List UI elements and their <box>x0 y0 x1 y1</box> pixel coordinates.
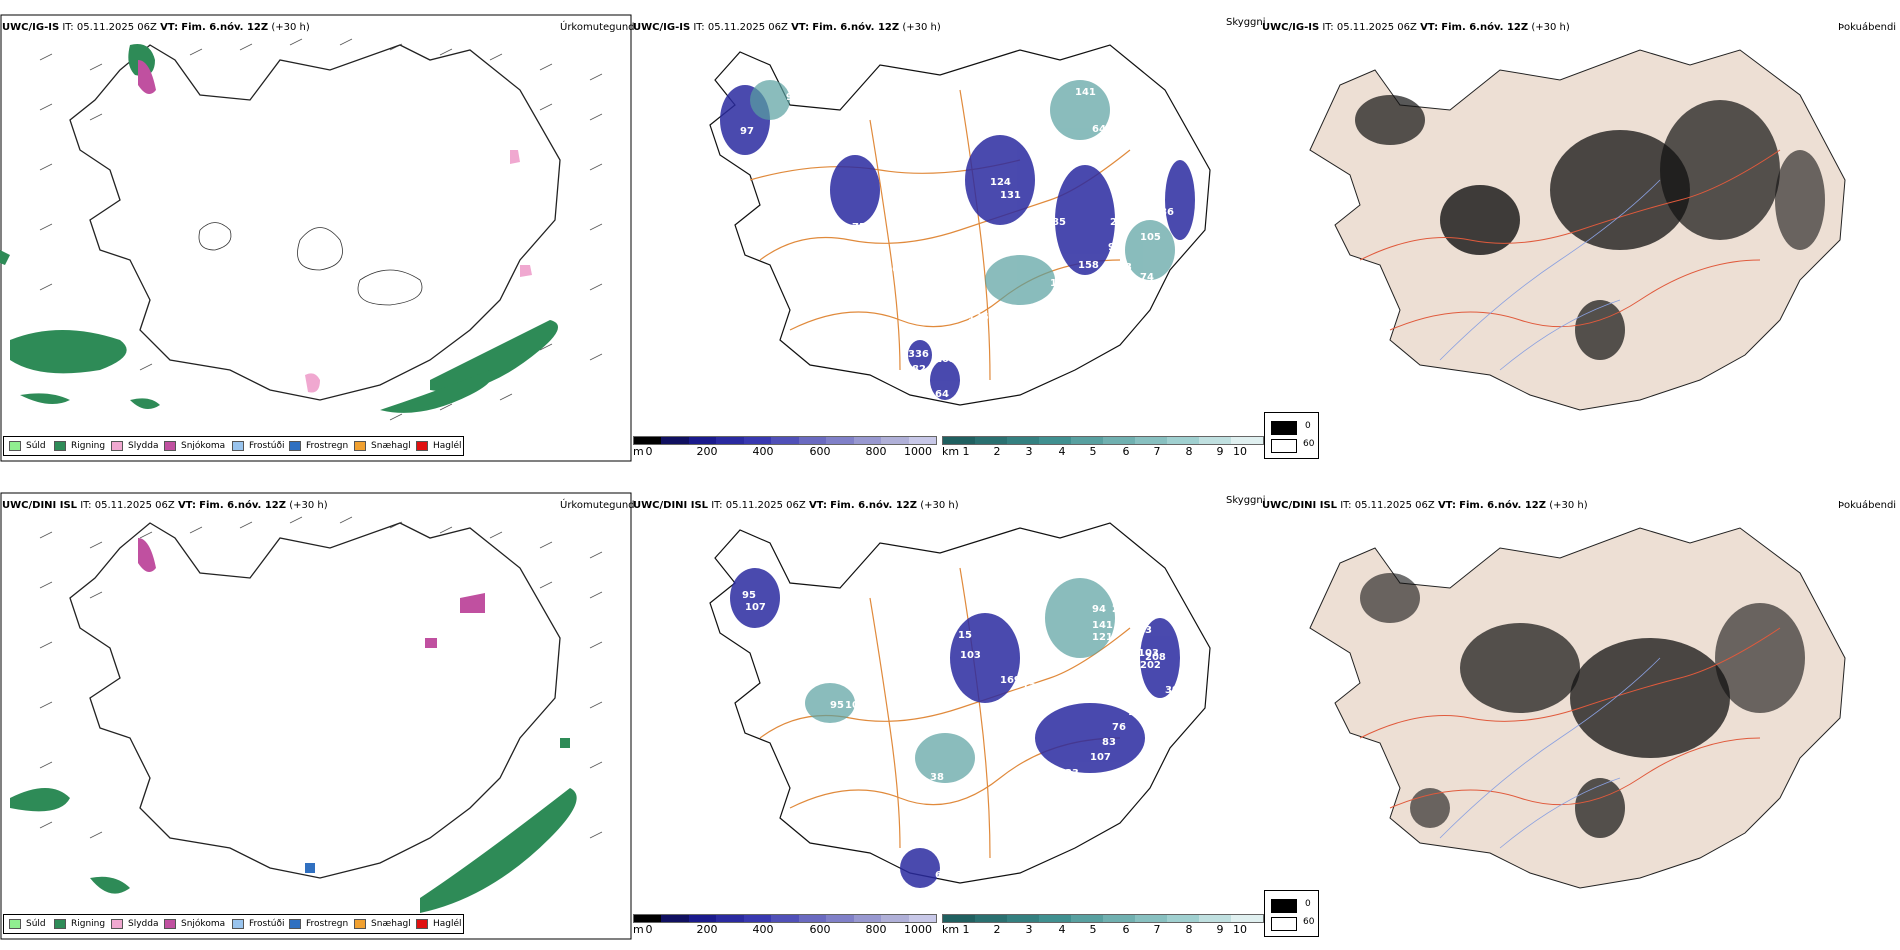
cloud-header: UWC/IG-IS IT: 05.11.2025 06Z VT: Fim. 6.… <box>633 22 941 33</box>
bar-label: 200 <box>696 445 718 458</box>
bar-unit: km <box>942 445 960 458</box>
bar-label: 800 <box>865 445 887 458</box>
bar-label: 1000 <box>904 445 932 458</box>
legend-item-2: Slydda <box>111 437 158 455</box>
bar-seg <box>826 437 854 444</box>
model-name: UWC/IG-IS <box>2 22 60 33</box>
bar-label: 400 <box>752 445 774 458</box>
legend-item-0: Súld <box>9 437 46 455</box>
visibility-bar: km 1 2 3 4 5 6 7 8 9 10 <box>942 914 1264 938</box>
bar-seg <box>743 437 772 444</box>
fog-title: Þokuábendi <box>1838 22 1897 33</box>
bar-unit: m <box>633 445 644 458</box>
cloud-title: Skyggni <box>1226 495 1266 506</box>
glacier-outlines <box>198 222 423 306</box>
bar-seg <box>688 437 717 444</box>
cloud-base-bar: m 0 200 400 600 800 1000 <box>633 436 937 460</box>
ptype-legend: Súld Rigning Slydda Snjókoma Frostúði Fr… <box>3 436 464 456</box>
bar-seg <box>908 437 936 444</box>
legend-item-1: Rigning <box>54 437 105 455</box>
ptype-title: Úrkomutegund <box>560 22 635 33</box>
bar-seg <box>661 437 689 444</box>
it-value: 05.11.2025 06Z <box>76 22 157 33</box>
vt-value: Fim. 6.nóv. 12Z <box>181 22 269 33</box>
bar-seg <box>853 437 882 444</box>
fog-header: UWC/IG-IS IT: 05.11.2025 06Z VT: Fim. 6.… <box>1262 22 1570 33</box>
lead-time: (+30 h) <box>271 22 310 33</box>
visibility-bar: km 1 2 3 4 5 6 7 8 9 10 <box>942 436 1264 460</box>
fog-title: Þokuábendi <box>1838 500 1897 511</box>
row-top: UWC/IG-IS IT: 05.11.2025 06Z VT: Fim. 6.… <box>0 0 1900 470</box>
legend-item-6: Snæhagl <box>354 437 411 455</box>
legend-item-5: Frostregn <box>289 437 348 455</box>
ptype-map <box>0 14 632 462</box>
snow-areas <box>138 60 156 94</box>
bar-seg <box>798 437 827 444</box>
cloud-header: UWC/DINI ISL IT: 05.11.2025 06Z VT: Fim.… <box>633 500 959 511</box>
legend-item-3: Snjókoma <box>164 437 225 455</box>
ptype-legend: Súld Rigning Slydda Snjókoma Frostúði Fr… <box>3 914 464 934</box>
ptype-header: UWC/DINI ISL IT: 05.11.2025 06Z VT: Fim.… <box>2 500 328 511</box>
fog-legend: 0 60 <box>1264 890 1319 937</box>
bar-label: 0 <box>645 445 653 458</box>
ptype-map <box>0 492 632 940</box>
ptype-title: Úrkomutegund <box>560 500 635 511</box>
ptype-header: UWC/IG-IS IT: 05.11.2025 06Z VT: Fim. 6.… <box>2 22 310 34</box>
it-label: IT: <box>62 22 74 33</box>
bar-seg <box>771 437 799 444</box>
fog-legend: 0 60 <box>1264 412 1319 459</box>
rain-areas <box>0 44 558 413</box>
bar-label: 600 <box>809 445 831 458</box>
legend-swatch-0 <box>9 441 21 451</box>
vt-label: VT: <box>160 22 179 33</box>
fog-header: UWC/DINI ISL IT: 05.11.2025 06Z VT: Fim.… <box>1262 500 1588 511</box>
legend-item-7: Haglél <box>416 437 462 455</box>
bar-seg <box>634 437 662 444</box>
legend-item-4: Frostúði <box>232 437 284 455</box>
iceland-outline <box>69 44 561 401</box>
row-bottom: UWC/DINI ISL IT: 05.11.2025 06Z VT: Fim.… <box>0 478 1900 948</box>
bar-seg <box>716 437 744 444</box>
bar-seg <box>881 437 909 444</box>
cloud-title: Skyggni <box>1226 17 1266 28</box>
cloud-base-bar: m 0 200 400 600 800 1000 <box>633 914 937 938</box>
sleet-areas <box>305 150 532 393</box>
